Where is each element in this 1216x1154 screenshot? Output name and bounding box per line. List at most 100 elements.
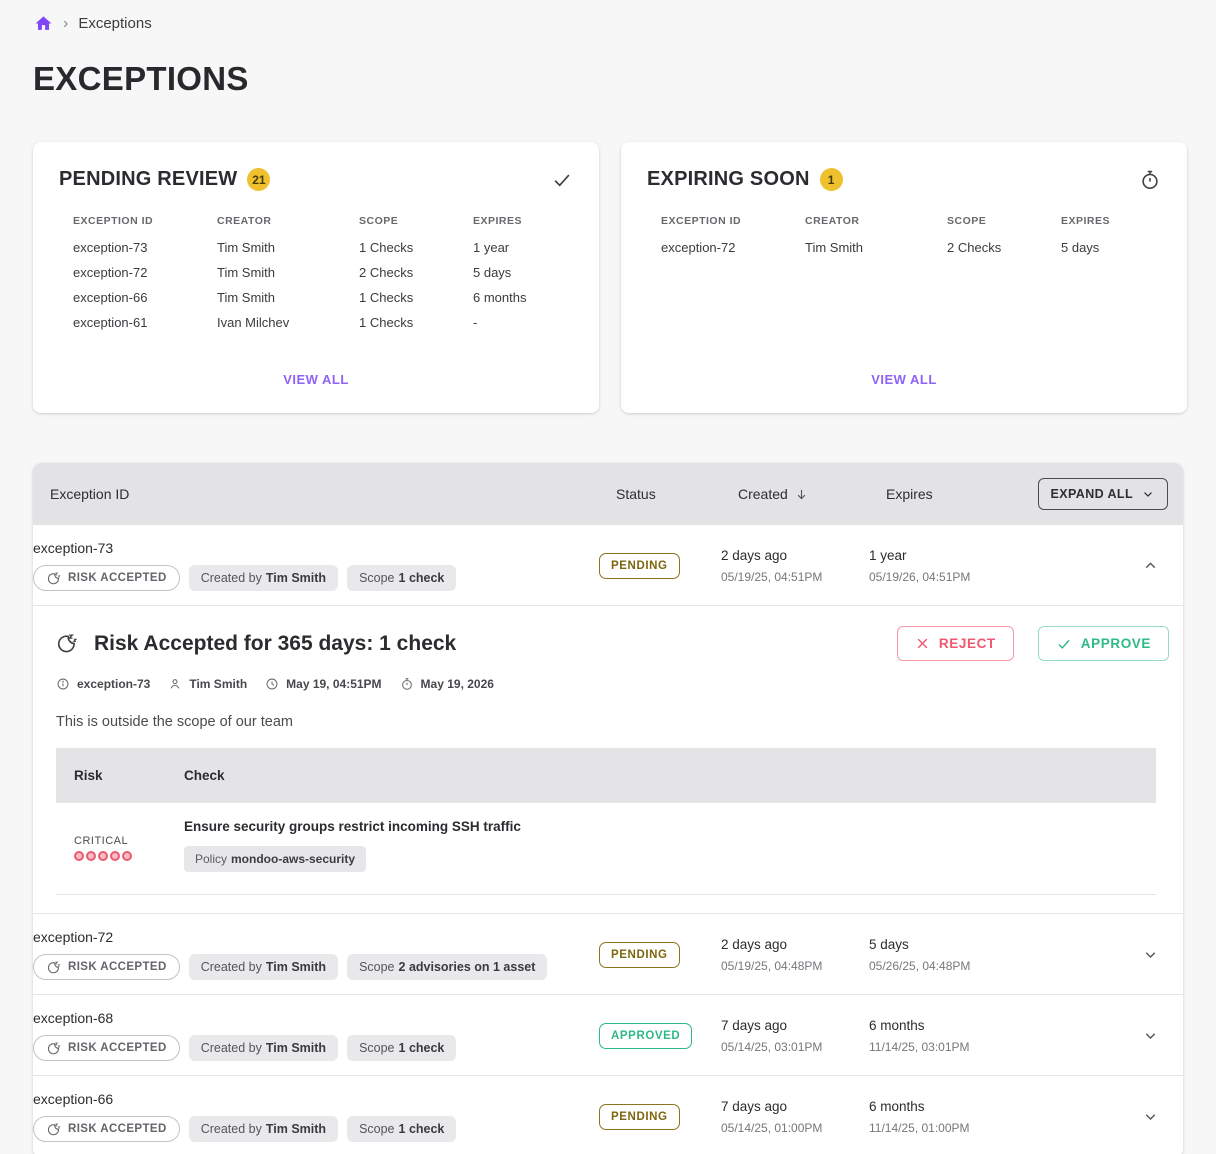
column-header: SCOPE xyxy=(947,215,987,227)
scope-chip: Scope 1 check xyxy=(347,1035,457,1061)
created-cell: 2 days ago 05/19/25, 04:51PM xyxy=(721,548,869,584)
column-header: SCOPE xyxy=(359,215,399,227)
expires-cell: 6 months 11/14/25, 01:00PM xyxy=(869,1099,1142,1135)
created-absolute: 05/19/25, 04:51PM xyxy=(721,569,823,584)
snooze-icon xyxy=(46,1041,61,1056)
status-cell: PENDING xyxy=(599,1103,721,1130)
scope-chip: Scope 1 check xyxy=(347,1116,457,1142)
scope-label: Scope xyxy=(359,571,395,585)
list-item[interactable]: exception-73 Tim Smith 1 Checks 1 year xyxy=(33,235,599,260)
pending-review-view-all-button[interactable]: VIEW ALL xyxy=(283,372,349,387)
created-absolute: 05/19/25, 04:48PM xyxy=(721,958,823,973)
cell-expires: 1 year xyxy=(473,240,510,255)
status-cell: PENDING xyxy=(599,552,721,579)
expires-absolute: 11/14/25, 03:01PM xyxy=(869,1039,970,1054)
snooze-icon xyxy=(46,960,61,975)
scope-label: Scope xyxy=(359,960,395,974)
list-item[interactable]: exception-66 Tim Smith 1 Checks 6 months xyxy=(33,285,599,310)
exception-cell: exception-68 RISK ACCEPTED Created by Ti… xyxy=(33,1010,599,1061)
exception-id: exception-72 xyxy=(33,929,114,945)
risk-accepted-label: RISK ACCEPTED xyxy=(68,1123,167,1135)
risk-table-header: Risk Check xyxy=(56,748,1156,803)
expand-row-button[interactable] xyxy=(1142,1108,1183,1125)
snooze-icon xyxy=(55,632,78,655)
table-row[interactable]: exception-73 RISK ACCEPTED Created by Ti… xyxy=(33,525,1183,606)
created-by-label: Created by xyxy=(200,571,262,585)
scope-value: 1 check xyxy=(398,1041,445,1055)
expand-all-button[interactable]: EXPAND ALL xyxy=(1037,478,1168,510)
cell-exception-id: exception-73 xyxy=(73,240,148,255)
exception-id: exception-66 xyxy=(33,1091,114,1107)
list-item[interactable]: exception-72 Tim Smith 2 Checks 5 days xyxy=(621,235,1187,260)
check-icon xyxy=(551,169,573,191)
info-icon xyxy=(56,677,70,691)
status-badge: PENDING xyxy=(599,941,680,968)
expiring-soon-rows: exception-72 Tim Smith 2 Checks 5 days xyxy=(621,235,1187,260)
approve-label: APPROVE xyxy=(1080,636,1151,651)
check-icon xyxy=(1056,636,1072,652)
scope-chip: Scope 2 advisories on 1 asset xyxy=(347,954,548,980)
collapse-row-button[interactable] xyxy=(1142,557,1183,574)
table-row[interactable]: exception-72 RISK ACCEPTED Created by Ti… xyxy=(33,914,1183,995)
column-header-exception-id: Exception ID xyxy=(50,486,130,502)
status-cell: PENDING xyxy=(599,941,721,968)
home-icon[interactable] xyxy=(34,14,53,33)
expand-row-button[interactable] xyxy=(1142,1027,1183,1044)
summary-cards: PENDING REVIEW 21 EXCEPTION ID CREATOR S… xyxy=(33,142,1187,413)
risk-column-header: Risk xyxy=(74,768,103,783)
chevron-down-icon xyxy=(1142,1027,1159,1044)
approve-button[interactable]: APPROVE xyxy=(1037,626,1169,661)
column-header-created[interactable]: Created xyxy=(738,486,886,502)
table-header: Exception ID Status Created Expires EXPA… xyxy=(33,463,1183,525)
expiring-soon-count-badge: 1 xyxy=(819,168,843,191)
risk-accepted-label: RISK ACCEPTED xyxy=(68,1042,167,1054)
column-header-expires: Expires xyxy=(886,486,933,502)
exception-cell: exception-72 RISK ACCEPTED Created by Ti… xyxy=(33,929,599,980)
column-header-created-label: Created xyxy=(738,486,788,502)
policy-name: mondoo-aws-security xyxy=(231,852,356,866)
created-by-label: Created by xyxy=(200,1122,262,1136)
person-icon xyxy=(168,677,182,691)
created-by-chip: Created by Tim Smith xyxy=(188,1035,339,1061)
exception-id: exception-68 xyxy=(33,1010,114,1026)
severity-dot xyxy=(98,851,108,861)
column-header-status: Status xyxy=(616,486,656,502)
risk-table-row[interactable]: CRITICAL Ensure security groups restrict… xyxy=(56,803,1156,895)
breadcrumb-separator: › xyxy=(63,14,69,32)
expand-all-label: EXPAND ALL xyxy=(1050,487,1133,501)
cell-expires: 5 days xyxy=(473,265,512,280)
list-item[interactable]: exception-61 Ivan Milchev 1 Checks - xyxy=(33,310,599,335)
cell-expires: - xyxy=(473,315,478,330)
column-header: EXPIRES xyxy=(473,215,523,227)
reject-label: REJECT xyxy=(938,636,996,651)
column-header: EXCEPTION ID xyxy=(73,215,154,227)
cell-scope: 2 Checks xyxy=(359,265,414,280)
expiring-soon-view-all-button[interactable]: VIEW ALL xyxy=(871,372,937,387)
scope-value: 2 advisories on 1 asset xyxy=(398,960,536,974)
severity-dot xyxy=(74,851,84,861)
cell-expires: 5 days xyxy=(1061,240,1100,255)
detail-description: This is outside the scope of our team xyxy=(56,714,293,730)
breadcrumb-current[interactable]: Exceptions xyxy=(78,15,152,32)
created-relative: 7 days ago xyxy=(721,1098,788,1114)
chip-line: RISK ACCEPTED Created by Tim Smith Scope… xyxy=(33,954,599,980)
created-by-value: Tim Smith xyxy=(265,960,327,974)
status-badge: PENDING xyxy=(599,1103,680,1130)
table-row[interactable]: exception-66 RISK ACCEPTED Created by Ti… xyxy=(33,1076,1183,1154)
detail-header: Risk Accepted for 365 days: 1 check REJE… xyxy=(50,626,1169,661)
severity-dot xyxy=(110,851,120,861)
table-row[interactable]: exception-68 RISK ACCEPTED Created by Ti… xyxy=(33,995,1183,1076)
reject-button[interactable]: REJECT xyxy=(896,626,1014,661)
expires-relative: 6 months xyxy=(869,1098,925,1114)
column-header: EXCEPTION ID xyxy=(661,215,742,227)
exception-cell: exception-73 RISK ACCEPTED Created by Ti… xyxy=(33,540,599,591)
created-by-chip: Created by Tim Smith xyxy=(188,954,339,980)
snooze-icon xyxy=(46,1122,61,1137)
created-relative: 2 days ago xyxy=(721,936,788,952)
expires-absolute: 05/19/26, 04:51PM xyxy=(869,569,971,584)
expand-row-button[interactable] xyxy=(1142,946,1183,963)
cell-scope: 2 Checks xyxy=(947,240,1002,255)
severity-label: CRITICAL xyxy=(74,835,129,847)
list-item[interactable]: exception-72 Tim Smith 2 Checks 5 days xyxy=(33,260,599,285)
exception-cell: exception-66 RISK ACCEPTED Created by Ti… xyxy=(33,1091,599,1142)
